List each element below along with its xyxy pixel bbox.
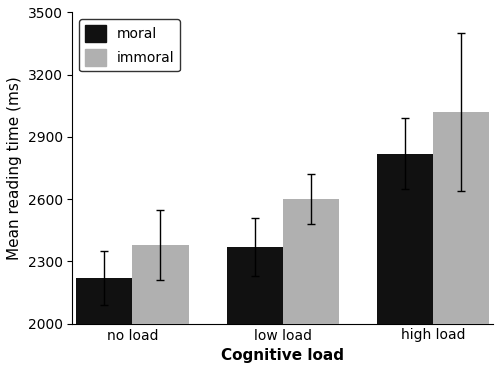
Y-axis label: Mean reading time (ms): Mean reading time (ms) — [7, 76, 22, 260]
Bar — [377, 154, 433, 324]
Bar — [132, 245, 188, 324]
Bar — [226, 247, 282, 324]
Bar — [433, 112, 489, 324]
Bar — [282, 199, 339, 324]
Legend: moral, immoral: moral, immoral — [80, 19, 180, 71]
Bar — [76, 278, 132, 324]
X-axis label: Cognitive load: Cognitive load — [221, 348, 344, 363]
